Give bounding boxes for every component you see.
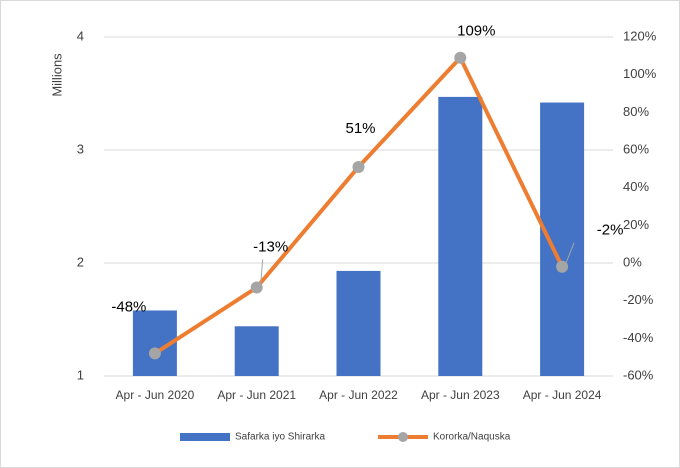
- x-tick-label: Apr - Jun 2022: [319, 388, 398, 402]
- marker: [148, 347, 161, 360]
- y2-tick-label: 60%: [623, 141, 649, 156]
- data-label: -2%: [597, 222, 624, 239]
- y2-tick-label: 40%: [623, 179, 649, 194]
- legend-swatch: [180, 433, 230, 441]
- marker: [250, 281, 263, 294]
- y2-tick-label: 20%: [623, 217, 649, 232]
- y-tick-label: 4: [77, 28, 84, 43]
- marker: [556, 260, 569, 273]
- bar: [438, 96, 483, 376]
- bar: [234, 326, 279, 376]
- y2-tick-label: 120%: [623, 28, 657, 43]
- y-tick-label: 2: [77, 254, 84, 269]
- data-label: 51%: [345, 120, 375, 137]
- y2-tick-label: 80%: [623, 104, 649, 119]
- data-label: -48%: [111, 298, 146, 315]
- y2-tick-label: 100%: [623, 66, 657, 81]
- bar: [336, 270, 381, 376]
- y2-tick-label: -60%: [623, 367, 654, 382]
- legend-label: Kororka/Naquska: [433, 432, 511, 443]
- x-tick-label: Apr - Jun 2021: [217, 388, 296, 402]
- x-tick-label: Apr - Jun 2024: [523, 388, 602, 402]
- legend-label: Safarka iyo Shirarka: [235, 432, 325, 443]
- leader-line: [260, 259, 264, 284]
- marker: [352, 160, 365, 173]
- x-tick-label: Apr - Jun 2023: [421, 388, 500, 402]
- marker: [454, 51, 467, 64]
- y2-tick-label: -20%: [623, 292, 654, 307]
- data-label: -13%: [253, 238, 288, 255]
- data-label: 109%: [457, 23, 495, 40]
- y-axis-title: Millions: [49, 53, 64, 97]
- leader-line: [565, 242, 575, 263]
- legend-marker: [398, 432, 408, 442]
- y2-tick-label: 0%: [623, 254, 642, 269]
- x-tick-label: Apr - Jun 2020: [116, 388, 195, 402]
- y2-tick-label: -40%: [623, 330, 654, 345]
- y-tick-label: 1: [77, 367, 84, 382]
- y-tick-label: 3: [77, 141, 84, 156]
